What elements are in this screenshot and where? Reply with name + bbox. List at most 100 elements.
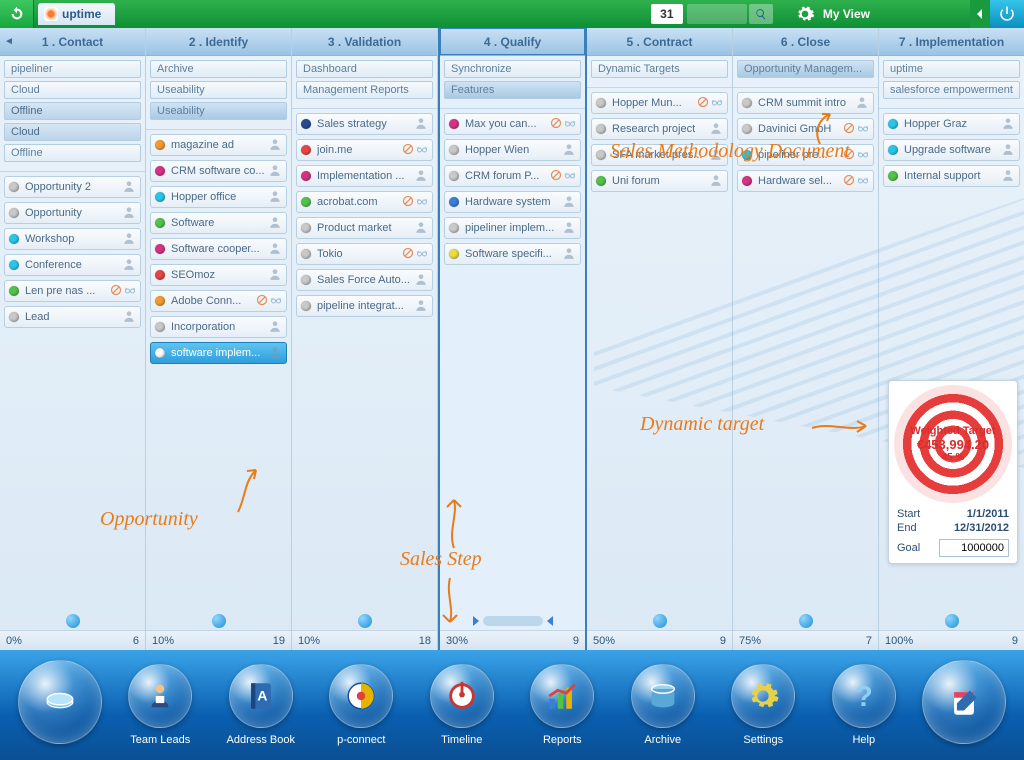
methodology-doc[interactable]: Dashboard [296,60,433,78]
opportunity-card[interactable]: pipeline integrat... [296,295,433,317]
target-percent: 45 % [942,452,965,463]
opportunity-card[interactable]: Product market [296,217,433,239]
methodology-doc[interactable]: Cloud [4,81,141,99]
annotation-arrow-icon [230,466,270,516]
methodology-doc[interactable]: Useability [150,81,287,99]
column-header[interactable]: 7 . Implementation [879,28,1024,56]
dock-notes-button[interactable] [916,660,1012,750]
opportunity-card[interactable]: Opportunity 2 [4,176,141,198]
status-dot-icon [155,244,165,254]
search-input[interactable] [687,4,747,24]
status-dot-icon [155,322,165,332]
opportunity-card[interactable]: Workshop [4,228,141,250]
dock-item-archive[interactable]: Archive [615,664,711,746]
opportunity-card[interactable]: Hardware sel... [737,170,874,192]
opportunity-card[interactable]: join.me [296,139,433,161]
opportunity-card[interactable]: SEOmoz [150,264,287,286]
opportunity-card[interactable]: Software specifi... [444,243,581,265]
opportunity-card[interactable]: acrobat.com [296,191,433,213]
opportunity-card[interactable]: software implem... [150,342,287,364]
opportunity-card[interactable]: Implementation ... [296,165,433,187]
dock-item-label: Timeline [441,734,482,746]
methodology-doc[interactable]: Offline [4,144,141,162]
scroll-indicator[interactable] [587,612,732,630]
status-dot-icon [596,124,606,134]
methodology-doc[interactable]: Features [444,81,581,99]
methodology-doc[interactable]: Archive [150,60,287,78]
methodology-doc[interactable]: Synchronize [444,60,581,78]
opportunity-card[interactable]: Conference [4,254,141,276]
column-header[interactable]: 5 . Contract [587,28,732,56]
status-dot-icon [742,176,752,186]
dock-item-timeline[interactable]: Timeline [414,664,510,746]
dock-item-addressbook[interactable]: AAddress Book [213,664,309,746]
dock-item-teamleads[interactable]: Team Leads [112,664,208,746]
owner-icon [707,173,723,190]
scroll-indicator[interactable] [879,612,1024,630]
methodology-doc[interactable]: uptime [883,60,1020,78]
notification-count[interactable]: 31 [651,4,683,24]
methodology-doc[interactable]: Useability [150,102,287,120]
scroll-indicator[interactable] [733,612,878,630]
watch-icon [414,143,428,158]
dock-item-settings[interactable]: Settings [715,664,811,746]
dock-main-button[interactable] [12,660,108,750]
app-tab-uptime[interactable]: uptime [38,3,115,25]
opportunity-card[interactable]: Len pre nas ... [4,280,141,302]
refresh-button[interactable] [0,0,34,28]
opportunity-card[interactable]: Internal support [883,165,1020,187]
scroll-indicator[interactable] [146,612,291,630]
settings-icon[interactable] [791,0,819,28]
opportunity-card[interactable]: CRM software co... [150,160,287,182]
annotation-arrow-icon [800,110,840,148]
opportunity-card[interactable]: Max you can... [444,113,581,135]
dynamic-target-widget[interactable]: Weighted Target €453,994.20 45 % Start1/… [888,380,1018,564]
opportunity-card[interactable]: Software cooper... [150,238,287,260]
methodology-doc[interactable]: pipeliner [4,60,141,78]
opportunity-card[interactable]: Hopper office [150,186,287,208]
opportunity-card[interactable]: Research project [591,118,728,140]
opportunity-card[interactable]: SFA market pres... [591,144,728,166]
reports-icon [530,664,594,728]
my-view-label[interactable]: My View [823,7,970,21]
goal-input[interactable] [939,539,1009,557]
opportunity-card[interactable]: Adobe Conn... [150,290,287,312]
opportunity-card[interactable]: Upgrade software [883,139,1020,161]
dock-item-reports[interactable]: Reports [514,664,610,746]
opportunity-card[interactable]: CRM forum P... [444,165,581,187]
opportunity-card[interactable]: Hopper Graz [883,113,1020,135]
opportunity-card[interactable]: Sales strategy [296,113,433,135]
column-header[interactable]: 4 . Qualify [440,28,585,56]
column-header[interactable]: 3 . Validation [292,28,437,56]
column-header[interactable]: 1 . Contact [0,28,145,56]
column-header[interactable]: 2 . Identify [146,28,291,56]
opportunity-card[interactable]: Software [150,212,287,234]
power-button[interactable] [990,0,1024,28]
opportunity-card[interactable]: Opportunity [4,202,141,224]
methodology-doc[interactable]: Opportunity Managem... [737,60,874,78]
opportunity-card[interactable]: pipeliner implem... [444,217,581,239]
methodology-doc[interactable]: salesforce empowerment [883,81,1020,99]
collapse-button[interactable] [970,0,990,28]
scroll-indicator[interactable] [292,612,437,630]
opportunity-card[interactable]: Lead [4,306,141,328]
opportunity-card[interactable]: Tokio [296,243,433,265]
scroll-indicator[interactable] [0,612,145,630]
search-button[interactable] [749,4,773,24]
opportunity-card[interactable]: Hardware system [444,191,581,213]
dock-item-help[interactable]: ?Help [816,664,912,746]
column-header[interactable]: 6 . Close [733,28,878,56]
methodology-doc[interactable]: Management Reports [296,81,433,99]
opportunity-card[interactable]: Incorporation [150,316,287,338]
dock-item-pconnect[interactable]: p-connect [313,664,409,746]
opportunity-card[interactable]: Hopper Mun... [591,92,728,114]
methodology-doc[interactable]: Dynamic Targets [591,60,728,78]
document-zone: Synchronize Features [440,56,585,109]
opportunity-card[interactable]: Sales Force Auto... [296,269,433,291]
methodology-doc[interactable]: Offline [4,102,141,120]
methodology-doc[interactable]: Cloud [4,123,141,141]
opportunity-card[interactable]: Hopper Wien [444,139,581,161]
opportunity-card[interactable]: magazine ad [150,134,287,156]
opportunity-card[interactable]: Uni forum [591,170,728,192]
timeline-icon [430,664,494,728]
